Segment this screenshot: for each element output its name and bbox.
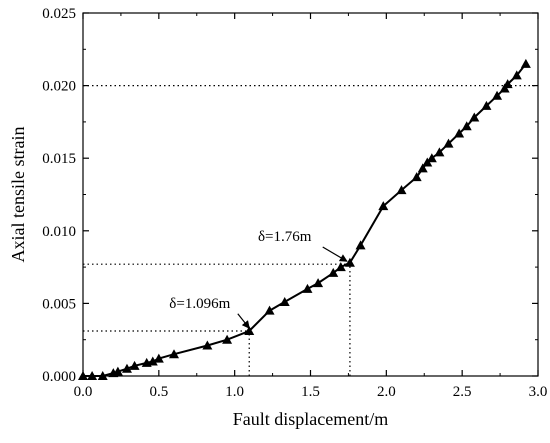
- data-point-marker: [112, 366, 123, 376]
- x-tick-label: 1.0: [225, 384, 244, 400]
- reference-lines: [83, 84, 538, 376]
- data-point-marker: [335, 262, 346, 272]
- annotations: δ=1.096m δ=1.76m: [169, 229, 348, 329]
- series-group: [78, 58, 531, 380]
- data-point-marker: [443, 138, 454, 148]
- y-axis-title: Axial tensile strain: [8, 127, 28, 263]
- data-point-marker: [355, 240, 366, 250]
- y-tick-label: 0.015: [42, 151, 76, 167]
- y-tick-label: 0.025: [42, 6, 76, 22]
- x-tick-label: 0.0: [74, 384, 93, 400]
- data-point-marker: [169, 349, 179, 359]
- annotation-label-0: δ=1.096m: [169, 296, 230, 312]
- annotation-label-1: δ=1.76m: [258, 229, 312, 245]
- y-tick-label: 0.020: [42, 79, 76, 95]
- data-point-marker: [434, 147, 445, 157]
- x-axis-title: Fault displacement/m: [233, 409, 388, 429]
- data-point-marker: [121, 363, 132, 373]
- y-tick-label: 0.010: [42, 224, 76, 240]
- plot-frame: [82, 12, 539, 377]
- data-point-marker: [511, 70, 522, 80]
- data-point-marker: [396, 185, 407, 195]
- data-point-marker: [202, 340, 213, 350]
- x-tick-label: 3.0: [529, 384, 548, 400]
- x-tick-label: 0.5: [149, 384, 168, 400]
- x-tick-label: 2.0: [377, 384, 396, 400]
- data-point-marker: [411, 172, 422, 182]
- data-point-marker: [222, 334, 233, 344]
- data-point-marker: [264, 305, 275, 315]
- x-tick-label: 1.5: [301, 384, 320, 400]
- data-point-marker: [454, 128, 465, 138]
- data-point-marker: [426, 153, 437, 163]
- data-point-marker: [469, 112, 480, 122]
- data-point-marker: [97, 371, 108, 380]
- y-tick-label: 0.005: [42, 296, 76, 312]
- data-point-marker: [313, 278, 324, 288]
- data-point-marker: [302, 283, 313, 293]
- data-point-marker: [520, 58, 531, 68]
- data-point-marker: [502, 79, 513, 89]
- data-point-marker: [417, 163, 428, 173]
- annotation-arrow-0: [237, 313, 250, 329]
- data-point-marker: [279, 296, 290, 306]
- annotation-arrow-1: [322, 246, 348, 262]
- axis-ticks: 0.0 0.5 1.0 1.5 2.0 2.5 3.0 0.000 0.005 0.010 0.01…: [42, 6, 547, 400]
- data-point-marker: [378, 201, 389, 211]
- data-point-marker: [328, 267, 339, 277]
- data-point-marker: [481, 100, 492, 110]
- x-tick-label: 2.5: [453, 384, 472, 400]
- data-point-marker: [87, 371, 98, 380]
- data-point-marker: [461, 121, 472, 131]
- data-point-marker: [147, 356, 158, 366]
- y-tick-label: 0.000: [42, 369, 76, 385]
- data-point-marker: [129, 360, 140, 370]
- data-point-marker: [153, 353, 164, 363]
- data-point-marker: [244, 325, 255, 335]
- data-point-marker: [492, 90, 503, 100]
- series-line: [83, 63, 527, 377]
- data-point-marker: [344, 257, 355, 267]
